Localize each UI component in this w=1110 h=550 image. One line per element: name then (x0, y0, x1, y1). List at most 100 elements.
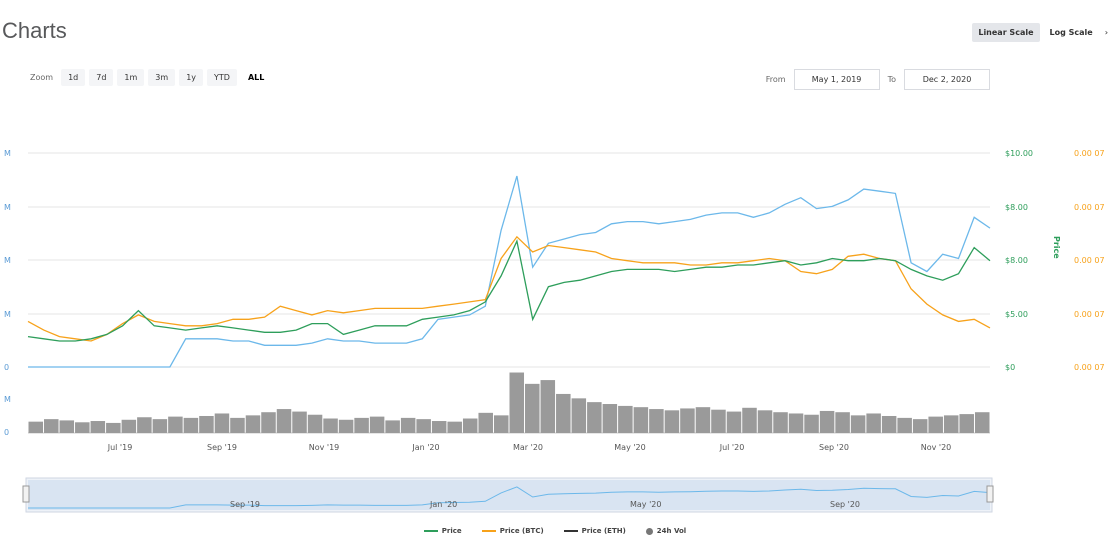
left-axis-tick-label: M (4, 149, 11, 158)
volume-bar (680, 408, 695, 433)
volume-bar (447, 421, 462, 433)
volume-bar (587, 402, 602, 433)
zoom-button-1y[interactable]: 1y (179, 69, 204, 86)
zoom-button-1d[interactable]: 1d (61, 69, 86, 86)
x-axis-tick-label: Jul '20 (719, 443, 745, 452)
legend-swatch-price-btc (481, 530, 496, 532)
volume-bar (618, 405, 633, 433)
zoom-button-all[interactable]: ALL (240, 69, 272, 86)
volume-bar (788, 413, 804, 433)
volume-bar (245, 415, 261, 433)
x-axis-tick-label: Jan '20 (411, 443, 439, 452)
volume-bar (431, 421, 447, 433)
right-axis-tick-label: $5.00 (1005, 310, 1028, 319)
volume-bar (385, 420, 400, 433)
volume-bar (928, 416, 943, 433)
volume-bar (478, 412, 493, 433)
date-range: From May 1, 2019 To Dec 2, 2020 (766, 69, 990, 90)
volume-bar (323, 418, 338, 433)
volume-bar (974, 412, 990, 433)
volume-bar (633, 407, 649, 433)
x-axis-tick-label: Sep '20 (819, 443, 849, 452)
zoom-button-ytd[interactable]: YTD (207, 69, 237, 86)
volume-bar (338, 419, 354, 433)
zoom-button-1m[interactable]: 1m (117, 69, 145, 86)
x-axis-tick-label: Nov '20 (921, 443, 952, 452)
x-axis-tick-label: Sep '19 (207, 443, 237, 452)
volume-bar (276, 409, 292, 433)
volume-bar (183, 417, 199, 433)
from-date-input[interactable]: May 1, 2019 (793, 69, 880, 90)
volume-bar (230, 417, 245, 433)
legend-item-price-eth[interactable]: Price (ETH) (563, 527, 626, 535)
right-axis-2-tick-label: 0.00 07 (1074, 256, 1105, 265)
left-axis-tick-label: M (4, 203, 11, 212)
x-axis-tick-label: May '20 (614, 443, 645, 452)
legend-label-price-btc: Price (BTC) (499, 527, 544, 535)
volume-bar (106, 422, 121, 433)
navigator-handle-right (986, 485, 994, 503)
volume-bar (773, 412, 788, 433)
log-scale-button[interactable]: Log Scale (1049, 28, 1093, 37)
volume-bar (556, 393, 571, 433)
volume-bar (726, 411, 742, 433)
legend-item-price-btc[interactable]: Price (BTC) (481, 527, 544, 535)
zoom-button-7d[interactable]: 7d (89, 69, 114, 86)
volume-bar (199, 415, 214, 433)
volume-bar (137, 417, 152, 433)
volume-bar (649, 409, 664, 433)
volume-bar (540, 380, 556, 433)
volume-bar (804, 414, 819, 433)
series-line-market-cap (28, 175, 991, 368)
volume-bar (261, 412, 276, 433)
navigator-tick-label: May '20 (630, 500, 661, 509)
left-axis-tick-label: 0 (4, 363, 9, 372)
volume-bar (59, 420, 75, 433)
legend-swatch-price-eth (563, 530, 578, 532)
legend-item-price[interactable]: Price (423, 527, 462, 535)
volume-bar (695, 407, 711, 433)
volume-bar (525, 383, 540, 433)
volume-bar (214, 413, 230, 433)
right-axis-tick-label: $8.00 (1005, 203, 1028, 212)
legend-item-24h-vol[interactable]: 24h Vol (645, 527, 686, 535)
right-axis-tick-label: $10.00 (1005, 149, 1033, 158)
volume-bar (307, 414, 323, 433)
legend-dot-24h-vol (645, 527, 653, 535)
volume-bar (400, 417, 416, 433)
volume-bar (493, 415, 509, 433)
zoom-button-3m[interactable]: 3m (148, 69, 176, 86)
volume-bar (897, 417, 912, 433)
right-axis-2-tick-label: 0.00 07 (1074, 363, 1105, 372)
volume-bar (664, 410, 680, 433)
right-axis-tick-label: $0 (1005, 363, 1015, 372)
volume-axis-tick-label: 0 (4, 428, 9, 437)
navigator-tick-label: Sep '19 (230, 500, 260, 509)
volume-bar (742, 407, 757, 433)
scale-toggle: Linear Scale Log Scale › (972, 23, 1110, 42)
volume-bar (90, 421, 106, 433)
volume-bar (462, 418, 478, 433)
zoom-label: Zoom (30, 73, 54, 82)
legend-label-price: Price (441, 527, 462, 535)
volume-bar (416, 419, 431, 433)
volume-bar (168, 416, 183, 433)
navigator-tick-label: Sep '20 (830, 500, 860, 509)
chevron-right-icon[interactable]: › (1104, 28, 1108, 37)
x-axis-tick-label: Nov '19 (309, 443, 340, 452)
left-axis-tick-label: M (4, 256, 11, 265)
series-line-price-btc (27, 235, 991, 342)
volume-bar (850, 415, 866, 433)
volume-bar (711, 409, 726, 433)
volume-bar (835, 412, 850, 433)
volume-bar (881, 415, 897, 433)
to-date-input[interactable]: Dec 2, 2020 (904, 69, 990, 90)
right-axis-title: Price (1052, 236, 1061, 259)
linear-scale-button[interactable]: Linear Scale (972, 23, 1040, 42)
right-axis-2-tick-label: 0.00 07 (1074, 203, 1105, 212)
legend-swatch-price (423, 530, 438, 532)
legend-label-price-eth: Price (ETH) (581, 527, 626, 535)
legend: Price Price (BTC) Price (ETH) 24h Vol (0, 527, 1110, 535)
volume-bar (819, 410, 835, 433)
